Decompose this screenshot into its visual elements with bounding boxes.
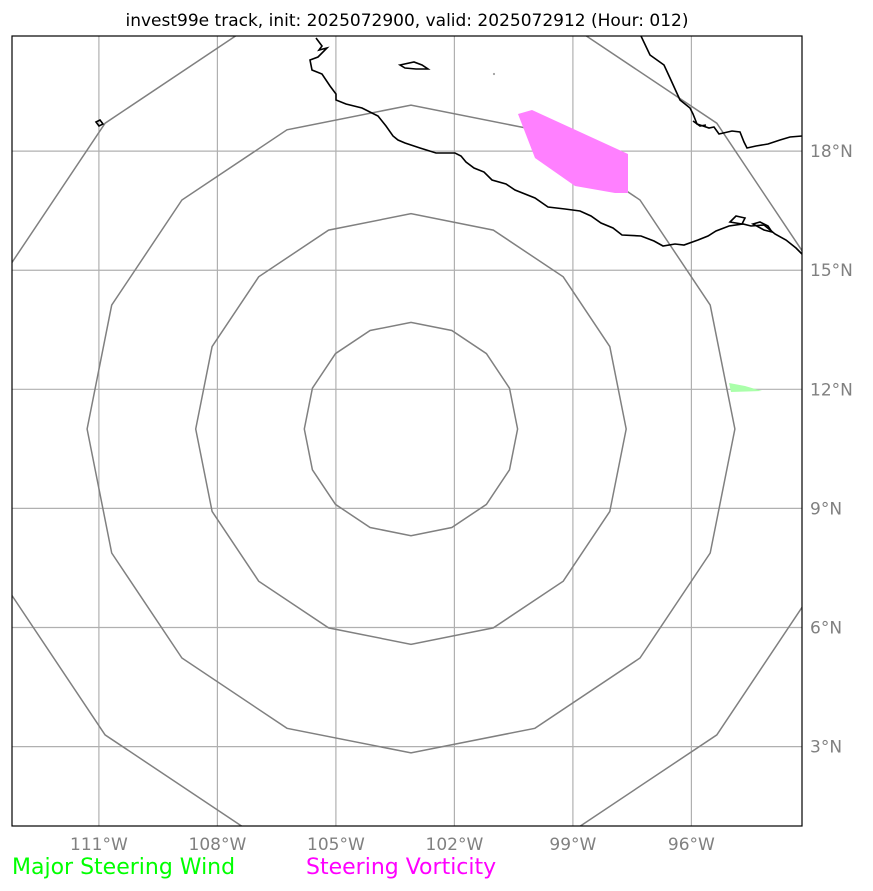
gulf-coastline xyxy=(640,36,802,149)
lon-tick-label: 99°W xyxy=(549,835,596,855)
lat-tick-label: 9°N xyxy=(810,499,842,519)
coastline xyxy=(94,36,802,255)
steering-vorticity-area xyxy=(518,110,628,193)
steering-wind-area xyxy=(729,383,762,392)
lon-tick-label: 105°W xyxy=(307,835,365,855)
longitude-tick-labels: 111°W 108°W 105°W 102°W 99°W 96°W xyxy=(70,835,715,855)
lon-tick-label: 111°W xyxy=(70,835,128,855)
lon-tick-label: 108°W xyxy=(189,835,247,855)
legend-steering-vorticity: Steering Vorticity xyxy=(306,855,496,880)
lon-tick-label: 102°W xyxy=(426,835,484,855)
island-west xyxy=(94,118,105,128)
lat-tick-label: 12°N xyxy=(810,380,853,400)
lon-tick-label: 96°W xyxy=(668,835,715,855)
latitude-tick-labels: 3°N 6°N 9°N 12°N 15°N 18°N xyxy=(810,142,853,757)
gridlines xyxy=(12,36,802,826)
island-dot xyxy=(492,72,496,76)
map-frame xyxy=(11,35,803,827)
lat-tick-label: 15°N xyxy=(810,261,853,281)
range-ring xyxy=(194,212,627,646)
lat-tick-label: 3°N xyxy=(810,738,842,758)
map-title: invest99e track, init: 2025072900, valid… xyxy=(126,11,689,31)
lat-tick-label: 18°N xyxy=(810,142,853,162)
lat-tick-label: 6°N xyxy=(810,619,842,639)
range-rings xyxy=(12,36,802,826)
island-small xyxy=(397,61,431,70)
range-ring xyxy=(86,104,736,754)
mexico-pacific-coastline xyxy=(309,37,802,255)
bay-inlet-2 xyxy=(692,120,707,127)
legend-major-steering-wind: Major Steering Wind xyxy=(12,855,235,880)
island-east xyxy=(728,215,747,225)
bay-inlet xyxy=(750,221,774,234)
range-ring xyxy=(12,36,802,826)
range-ring xyxy=(303,321,519,537)
